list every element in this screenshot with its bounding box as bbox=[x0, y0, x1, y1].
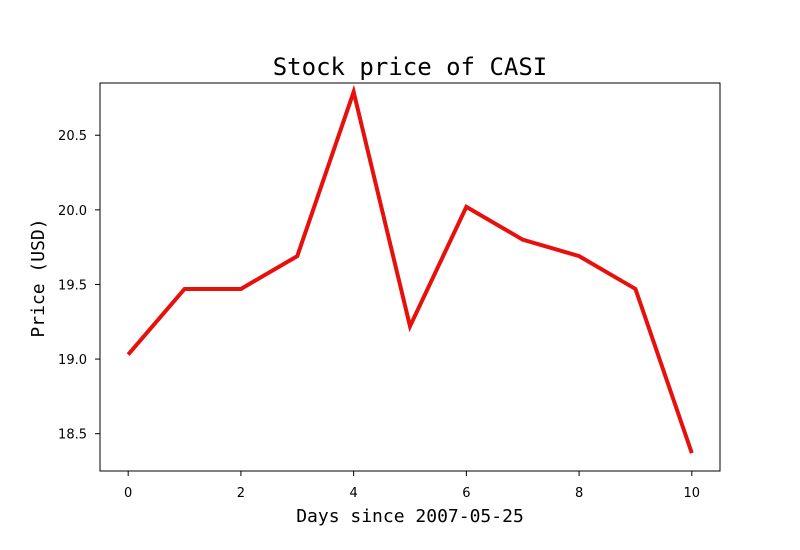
x-tick-label: 6 bbox=[462, 486, 470, 501]
x-tick-label: 2 bbox=[237, 486, 245, 501]
plot-frame bbox=[99, 82, 721, 472]
y-tick-label: 19.0 bbox=[58, 353, 87, 368]
y-tick-label: 20.0 bbox=[58, 204, 87, 219]
y-tick-label: 19.5 bbox=[58, 278, 87, 293]
y-axis-label: Price (USD) bbox=[28, 218, 49, 337]
x-tick-label: 0 bbox=[124, 486, 132, 501]
x-axis-label: Days since 2007-05-25 bbox=[296, 506, 524, 527]
chart-title: Stock price of CASI bbox=[273, 53, 548, 81]
price-series-line bbox=[126, 84, 694, 454]
y-tick-label: 20.5 bbox=[58, 129, 87, 144]
x-tick-label: 4 bbox=[349, 486, 357, 501]
y-tick-label: 18.5 bbox=[58, 428, 87, 443]
plot-area: 0 2 4 6 8 10 18.5 19.0 19.5 20.0 20.5 bbox=[58, 82, 721, 501]
x-tick-label: 8 bbox=[575, 486, 583, 501]
x-tick-label: 10 bbox=[684, 486, 701, 501]
